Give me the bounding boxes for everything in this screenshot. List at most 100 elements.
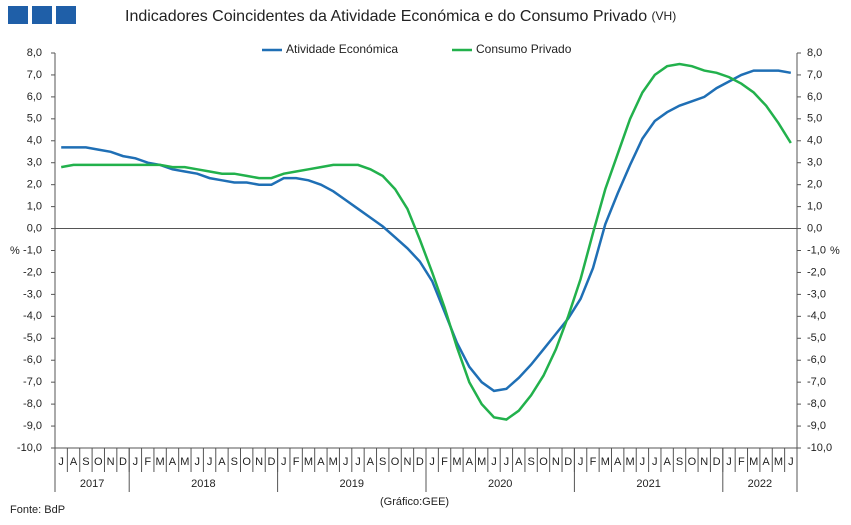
x-tick-label: M (774, 456, 783, 468)
x-tick-label: J (578, 456, 584, 468)
logo-block (56, 6, 76, 24)
y-tick-label: -1,0 (23, 244, 42, 256)
x-tick-label: J (726, 456, 732, 468)
y-tick-label: -3,0 (23, 288, 42, 300)
x-tick-label: O (539, 456, 548, 468)
logo-block (32, 6, 52, 24)
x-tick-label: J (504, 456, 510, 468)
x-tick-label: O (688, 456, 697, 468)
x-tick-label: A (515, 456, 523, 468)
chart-title: Indicadores Coincidentes da Atividade Ec… (125, 8, 676, 25)
y2-tick-label: 1,0 (807, 201, 822, 213)
y2-label: % (830, 245, 840, 257)
x-tick-label: A (614, 456, 622, 468)
y-tick-label: 3,0 (27, 157, 42, 169)
x-tick-label: S (231, 456, 238, 468)
year-label: 2017 (80, 478, 104, 490)
x-tick-label: N (107, 456, 115, 468)
x-tick-label: J (652, 456, 658, 468)
y-tick-label: -5,0 (23, 332, 42, 344)
x-tick-label: A (169, 456, 177, 468)
x-tick-label: A (218, 456, 226, 468)
x-tick-label: M (180, 456, 189, 468)
x-tick-label: M (749, 456, 758, 468)
x-tick-label: J (491, 456, 497, 468)
x-tick-label: F (293, 456, 300, 468)
y2-tick-label: 8,0 (807, 47, 822, 59)
y2-tick-label: -1,0 (807, 244, 826, 256)
y2-tick-label: -2,0 (807, 266, 826, 278)
x-tick-label: J (133, 456, 139, 468)
x-tick-label: J (788, 456, 794, 468)
y2-tick-label: 4,0 (807, 135, 822, 147)
note: (Gráfico:GEE) (380, 496, 449, 508)
x-tick-label: F (590, 456, 597, 468)
x-tick-label: D (564, 456, 572, 468)
x-tick-label: M (625, 456, 634, 468)
logo-block (8, 6, 28, 24)
y2-tick-label: 3,0 (807, 157, 822, 169)
x-tick-label: A (466, 456, 474, 468)
x-tick-label: F (738, 456, 745, 468)
series-line (61, 69, 792, 393)
x-tick-label: J (281, 456, 287, 468)
x-tick-label: N (255, 456, 263, 468)
y-tick-label: -8,0 (23, 398, 42, 410)
x-tick-label: A (663, 456, 671, 468)
y-tick-label: 2,0 (27, 179, 42, 191)
x-tick-label: A (367, 456, 375, 468)
x-tick-label: M (156, 456, 165, 468)
source: Fonte: BdP (10, 504, 65, 516)
x-tick-label: M (477, 456, 486, 468)
y2-tick-label: -5,0 (807, 332, 826, 344)
x-tick-label: O (242, 456, 251, 468)
year-label: 2020 (488, 478, 512, 490)
x-tick-label: S (527, 456, 534, 468)
x-tick-label: S (379, 456, 386, 468)
x-tick-label: D (713, 456, 721, 468)
y2-tick-label: 2,0 (807, 179, 822, 191)
year-label: 2018 (191, 478, 215, 490)
y-tick-label: 8,0 (27, 47, 42, 59)
y2-tick-label: -7,0 (807, 376, 826, 388)
legend-label: Atividade Económica (286, 42, 398, 56)
x-tick-label: M (329, 456, 338, 468)
x-tick-label: A (762, 456, 770, 468)
x-tick-label: M (452, 456, 461, 468)
y-tick-label: -4,0 (23, 310, 42, 322)
year-label: 2022 (748, 478, 772, 490)
x-tick-label: J (429, 456, 435, 468)
x-tick-label: D (267, 456, 275, 468)
y2-tick-label: -8,0 (807, 398, 826, 410)
y2-tick-label: 0,0 (807, 222, 822, 234)
x-tick-label: O (94, 456, 103, 468)
y-tick-label: 0,0 (27, 222, 42, 234)
x-tick-label: J (355, 456, 361, 468)
y2-tick-label: 6,0 (807, 91, 822, 103)
y-tick-label: 7,0 (27, 69, 42, 81)
legend-label: Consumo Privado (476, 42, 572, 56)
y2-tick-label: -9,0 (807, 420, 826, 432)
y-label: % (10, 245, 20, 257)
year-label: 2021 (636, 478, 660, 490)
y2-tick-label: -4,0 (807, 310, 826, 322)
series-line (60, 62, 792, 421)
x-tick-label: S (82, 456, 89, 468)
y-tick-label: 5,0 (27, 113, 42, 125)
year-label: 2019 (340, 478, 364, 490)
x-tick-label: A (70, 456, 78, 468)
x-tick-label: D (119, 456, 127, 468)
y-tick-label: -10,0 (17, 442, 42, 454)
x-tick-label: A (317, 456, 325, 468)
y-tick-label: 1,0 (27, 201, 42, 213)
x-tick-label: J (207, 456, 213, 468)
x-tick-label: S (676, 456, 683, 468)
y2-tick-label: 5,0 (807, 113, 822, 125)
x-tick-label: F (144, 456, 151, 468)
x-tick-label: J (640, 456, 646, 468)
x-tick-label: F (441, 456, 448, 468)
x-tick-label: J (194, 456, 200, 468)
x-tick-label: O (391, 456, 400, 468)
y-tick-label: 6,0 (27, 91, 42, 103)
